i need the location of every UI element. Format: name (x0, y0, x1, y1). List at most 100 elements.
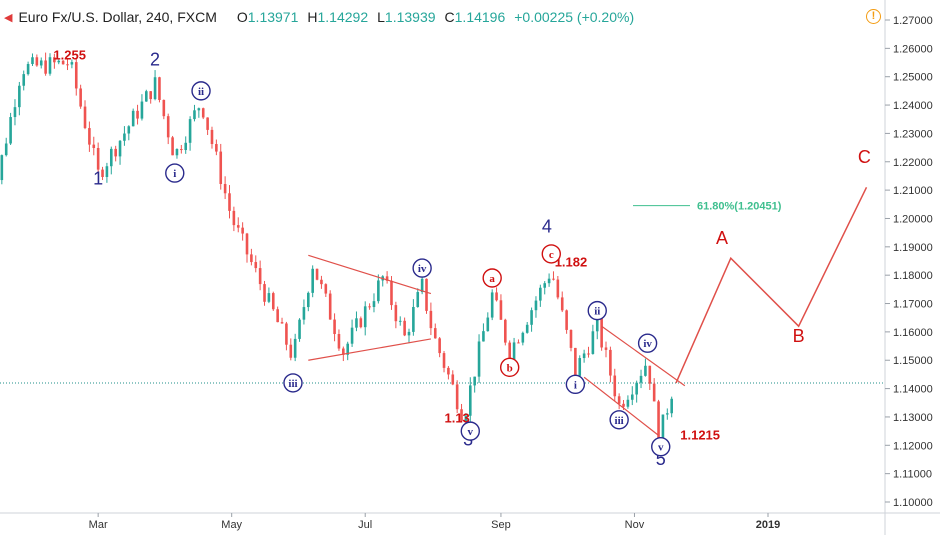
candle-body-down (324, 284, 328, 294)
wave-label-circle (283, 373, 303, 393)
candle-body-up (0, 155, 4, 181)
candle-body-down (438, 338, 441, 354)
candle-body-down (254, 262, 258, 269)
price-tick-label: 1.20000 (893, 213, 933, 225)
candle-body-down (285, 323, 288, 345)
candle-body-up (175, 149, 179, 156)
candle-body-up (118, 140, 122, 157)
candle-body-down (368, 306, 371, 308)
candle-body-up (521, 332, 525, 343)
candle-body-up (31, 57, 34, 65)
candle-body-down (460, 409, 463, 421)
candle-body-up (298, 319, 301, 339)
wave-label: c (549, 249, 554, 261)
candle-body-down (455, 384, 459, 410)
candle-body-up (543, 283, 547, 288)
candle-body-down (394, 305, 398, 322)
candle-body-up (661, 414, 665, 451)
candle-body-up (464, 415, 468, 421)
wave-label-circle (499, 357, 520, 378)
wave-label-circle (651, 437, 671, 457)
price-tick-label: 1.25000 (893, 72, 933, 84)
candle-body-up (22, 74, 26, 86)
candle-body-down (276, 309, 279, 323)
candle-body-down (499, 300, 503, 320)
price-label: 1.255 (53, 48, 86, 63)
candle-body-up (539, 287, 542, 301)
price-tick-label: 1.17000 (893, 299, 933, 311)
candle-body-down (328, 293, 332, 320)
candle-body-down (228, 193, 231, 211)
candle-body-up (372, 301, 376, 308)
wave-label: a (489, 273, 495, 285)
wave-label-circle (637, 333, 658, 353)
low-value: L1.13939 (377, 9, 436, 25)
candle-body-up (486, 317, 490, 332)
price-tick-label: 1.22000 (893, 157, 933, 169)
price-tick-label: 1.26000 (893, 43, 933, 55)
candle-body-up (70, 62, 74, 65)
candle-body-down (517, 342, 520, 344)
price-tick-label: 1.10000 (893, 497, 933, 509)
caret-icon[interactable]: ◀ (4, 11, 13, 24)
candle-body-down (622, 403, 625, 407)
candle-body-down (171, 137, 174, 156)
candle-body-down (652, 383, 656, 402)
fib-label: 61.80%(1.20451) (697, 201, 782, 213)
candle-body-down (337, 334, 341, 349)
candle-body-up (512, 342, 516, 361)
candle-body-up (188, 119, 192, 143)
candle-body-up (267, 293, 271, 302)
candle-body-down (219, 151, 223, 184)
wave-label-circle (412, 258, 432, 278)
candle-body-up (635, 382, 638, 395)
candle-body-up (591, 331, 595, 354)
change-value: +0.00225 (+0.20%) (514, 9, 635, 25)
candle-body-down (258, 268, 262, 285)
candle-body-down (245, 233, 249, 255)
candle-body-down (342, 348, 345, 355)
candle-body-down (180, 149, 183, 151)
candle-body-up (127, 126, 131, 134)
candle-body-up (302, 307, 306, 320)
trendline (308, 254, 432, 295)
candle-body-down (223, 183, 227, 194)
candle-body-down (66, 64, 69, 66)
candle-body-up (477, 341, 481, 377)
candle-body-up (644, 365, 647, 376)
price-tick-label: 1.16000 (893, 327, 933, 339)
price-tick-label: 1.21000 (893, 185, 933, 197)
price-tick-label: 1.23000 (893, 128, 933, 140)
candle-body-down (587, 353, 590, 355)
time-tick-label: 2019 (756, 519, 780, 531)
wave-label: 2 (150, 49, 160, 69)
candle-body-down (206, 117, 209, 130)
candle-body-up (346, 343, 350, 355)
wave-label-circle (587, 300, 607, 321)
candle-body-down (236, 225, 240, 228)
wave-label-circle (609, 410, 629, 430)
close-value: C1.14196 (444, 9, 506, 25)
wave-label: iv (643, 338, 652, 350)
wave-label: iv (418, 263, 427, 275)
chart-header: ◀ Euro Fx/U.S. Dollar, 240, FXCM O1.1397… (4, 6, 634, 28)
candle-body-up (140, 101, 144, 119)
candle-body-up (193, 110, 196, 120)
price-tick-label: 1.24000 (893, 100, 933, 112)
wave-label: A (716, 228, 728, 248)
candle-body-down (162, 99, 166, 117)
candle-body-up (4, 143, 8, 156)
candle-body-up (468, 385, 472, 416)
projection-path (675, 186, 868, 384)
annotation-lines: 61.80%(1.20451) (308, 186, 868, 436)
candle-body-down (560, 297, 564, 311)
price-tick-label: 1.12000 (893, 440, 933, 452)
symbol-label[interactable]: Euro Fx/U.S. Dollar, 240, FXCM (18, 9, 217, 25)
candle-body-up (530, 310, 533, 325)
candle-body-up (48, 57, 52, 74)
alert-icon[interactable]: ! (866, 9, 881, 24)
time-tick-label: Sep (491, 519, 511, 531)
candle-body-up (26, 64, 30, 75)
wave-label: 4 (542, 217, 552, 237)
